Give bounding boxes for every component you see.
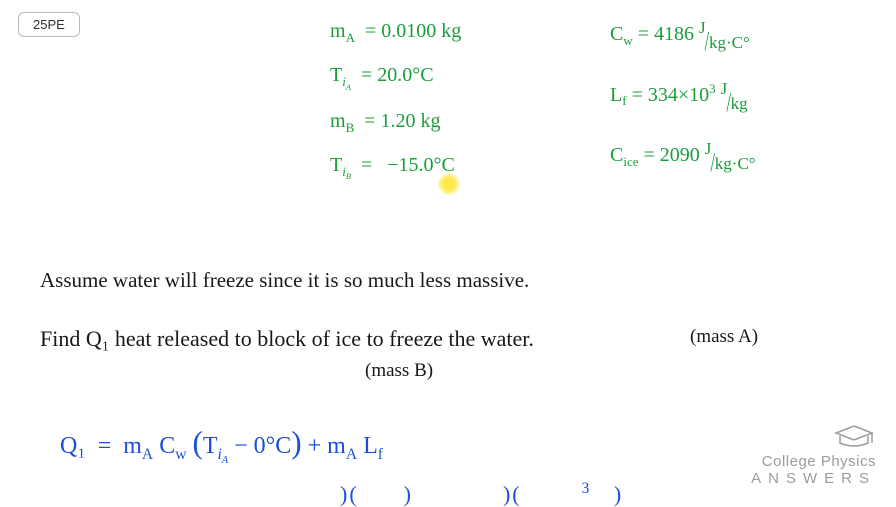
brand-logo: College Physics ANSWERS [751,423,876,487]
mass-a-label: (mass A) [690,326,758,348]
find-text: Find Q₁ heat released to block of ice to… [40,326,534,352]
givens-right: Cw = 4186 J /kg·C° Lf = 334×103 J /kg Ci… [610,20,756,172]
eq-mA: mA = 0.0100 kg [330,20,461,46]
eq-Cw: Cw = 4186 J /kg·C° [610,20,756,51]
eq-Cice: Cice = 2090 J /kg·C° [610,141,756,172]
mass-b-label: (mass B) [365,360,433,382]
problem-badge: 25PE [18,12,80,37]
eq-mB: mB = 1.20 kg [330,110,461,136]
assumption-text: Assume water will freeze since it is so … [40,268,529,293]
eq-Lf: Lf = 334×103 J /kg [610,81,756,112]
logo-line1: College Physics [751,453,876,470]
graduation-cap-icon [832,423,876,449]
givens-left: mA = 0.0100 kg TiA = 20.0°C mB = 1.20 kg… [330,20,461,181]
unit-J-per-kg: J /kg [721,81,748,112]
unit-J-per-kgC-2: J /kg·C° [705,141,756,172]
badge-label: 25PE [33,17,65,32]
eq-TiA: TiA = 20.0°C [330,64,461,92]
equation-Q1: Q₁ = mA Cw (TiA − 0°C) + mA Lf [60,425,383,466]
eq-TiB: TiB = −15.0°C [330,154,461,182]
unit-J-per-kgC: J /kg·C° [699,20,750,51]
logo-line2: ANSWERS [751,470,876,487]
